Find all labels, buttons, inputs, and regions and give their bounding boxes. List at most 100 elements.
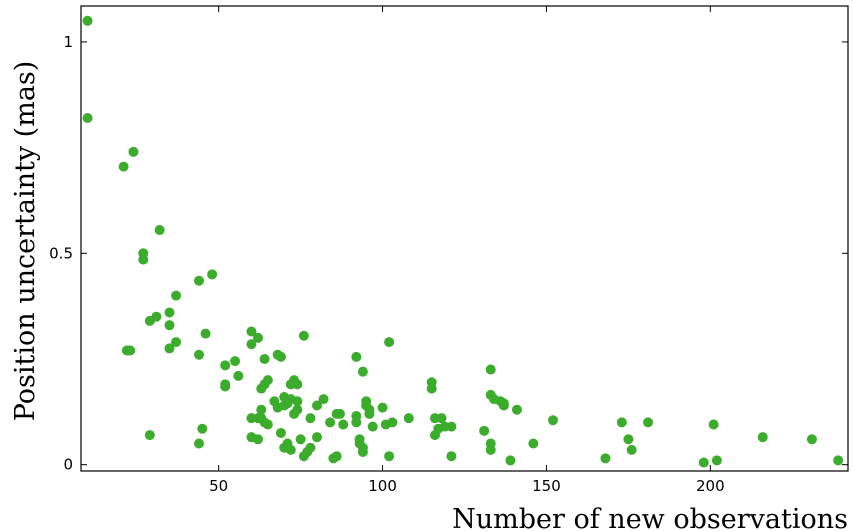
data-point: [364, 404, 375, 415]
data-point: [262, 419, 273, 430]
data-point: [253, 434, 263, 445]
data-point: [387, 417, 398, 428]
data-point: [528, 438, 539, 449]
data-point: [164, 320, 175, 331]
data-point: [384, 451, 395, 462]
data-point: [357, 446, 368, 457]
data-point: [325, 417, 336, 428]
data-point: [367, 421, 378, 432]
axis-ticks: 50 100 150 200 0 0.5 1: [49, 6, 848, 495]
data-points: [82, 15, 844, 468]
data-point: [600, 453, 611, 464]
y-tick-label: 0.5: [49, 244, 73, 262]
data-point: [292, 379, 303, 390]
data-point: [194, 438, 204, 449]
x-tick-label: 50: [209, 477, 228, 495]
data-point: [125, 345, 136, 356]
data-point: [351, 351, 362, 362]
x-tick-label: 100: [368, 477, 397, 495]
data-point: [82, 15, 93, 26]
data-point: [118, 161, 129, 172]
data-point: [354, 434, 365, 445]
data-point: [511, 404, 522, 415]
data-point: [757, 432, 768, 443]
data-point: [289, 408, 300, 419]
y-tick-label: 0: [63, 456, 73, 474]
data-point: [282, 398, 293, 409]
data-point: [436, 413, 447, 424]
data-point: [262, 375, 273, 386]
data-point: [253, 332, 263, 343]
data-point: [82, 113, 93, 124]
data-point: [806, 434, 817, 445]
data-point: [151, 311, 162, 322]
data-point: [361, 396, 372, 407]
data-point: [256, 413, 267, 424]
data-point: [338, 419, 349, 430]
data-point: [403, 413, 414, 424]
data-point: [331, 451, 342, 462]
data-point: [256, 404, 267, 415]
data-point: [305, 413, 316, 424]
data-point: [626, 444, 637, 455]
data-point: [384, 337, 395, 348]
data-point: [711, 455, 722, 466]
data-point: [275, 351, 286, 362]
data-point: [643, 417, 654, 428]
data-point: [446, 451, 457, 462]
data-point: [485, 444, 496, 455]
data-point: [200, 328, 211, 339]
data-point: [351, 417, 362, 428]
data-point: [833, 455, 844, 466]
data-point: [318, 394, 329, 405]
data-point: [485, 364, 496, 375]
data-point: [548, 415, 558, 426]
x-axis-title: Number of new observations: [452, 504, 848, 531]
data-point: [194, 275, 204, 286]
data-point: [698, 457, 709, 468]
data-point: [312, 432, 322, 443]
data-point: [128, 146, 139, 157]
data-point: [708, 419, 719, 430]
data-point: [298, 330, 309, 341]
data-point: [233, 370, 244, 381]
data-point: [312, 400, 322, 411]
data-point: [171, 337, 182, 348]
data-point: [616, 417, 627, 428]
data-point: [377, 402, 388, 413]
data-point: [259, 353, 270, 364]
data-point: [305, 442, 316, 453]
data-point: [334, 408, 345, 419]
data-point: [230, 356, 241, 367]
data-point: [498, 400, 509, 411]
data-point: [292, 396, 303, 407]
data-point: [164, 343, 175, 354]
data-point: [246, 326, 257, 337]
data-point: [505, 455, 516, 466]
data-point: [197, 423, 208, 434]
data-point: [285, 444, 296, 455]
data-point: [220, 360, 231, 371]
data-point: [275, 427, 286, 438]
data-point: [446, 421, 457, 432]
x-tick-label: 200: [696, 477, 725, 495]
y-axis-title: Position uncertainty (mas): [10, 61, 41, 422]
data-point: [207, 269, 218, 280]
data-point: [426, 377, 437, 388]
data-point: [623, 434, 634, 445]
data-point: [144, 430, 155, 441]
data-point: [479, 425, 490, 436]
x-tick-label: 150: [532, 477, 561, 495]
data-point: [138, 254, 149, 265]
data-point: [220, 379, 231, 390]
data-point: [171, 290, 182, 301]
plot-frame: [80, 5, 849, 472]
data-point: [246, 339, 257, 350]
y-tick-label: 1: [63, 33, 73, 51]
data-point: [357, 366, 368, 377]
data-point: [164, 307, 175, 318]
data-point: [295, 434, 306, 445]
data-point: [194, 349, 204, 360]
data-point: [154, 225, 165, 236]
